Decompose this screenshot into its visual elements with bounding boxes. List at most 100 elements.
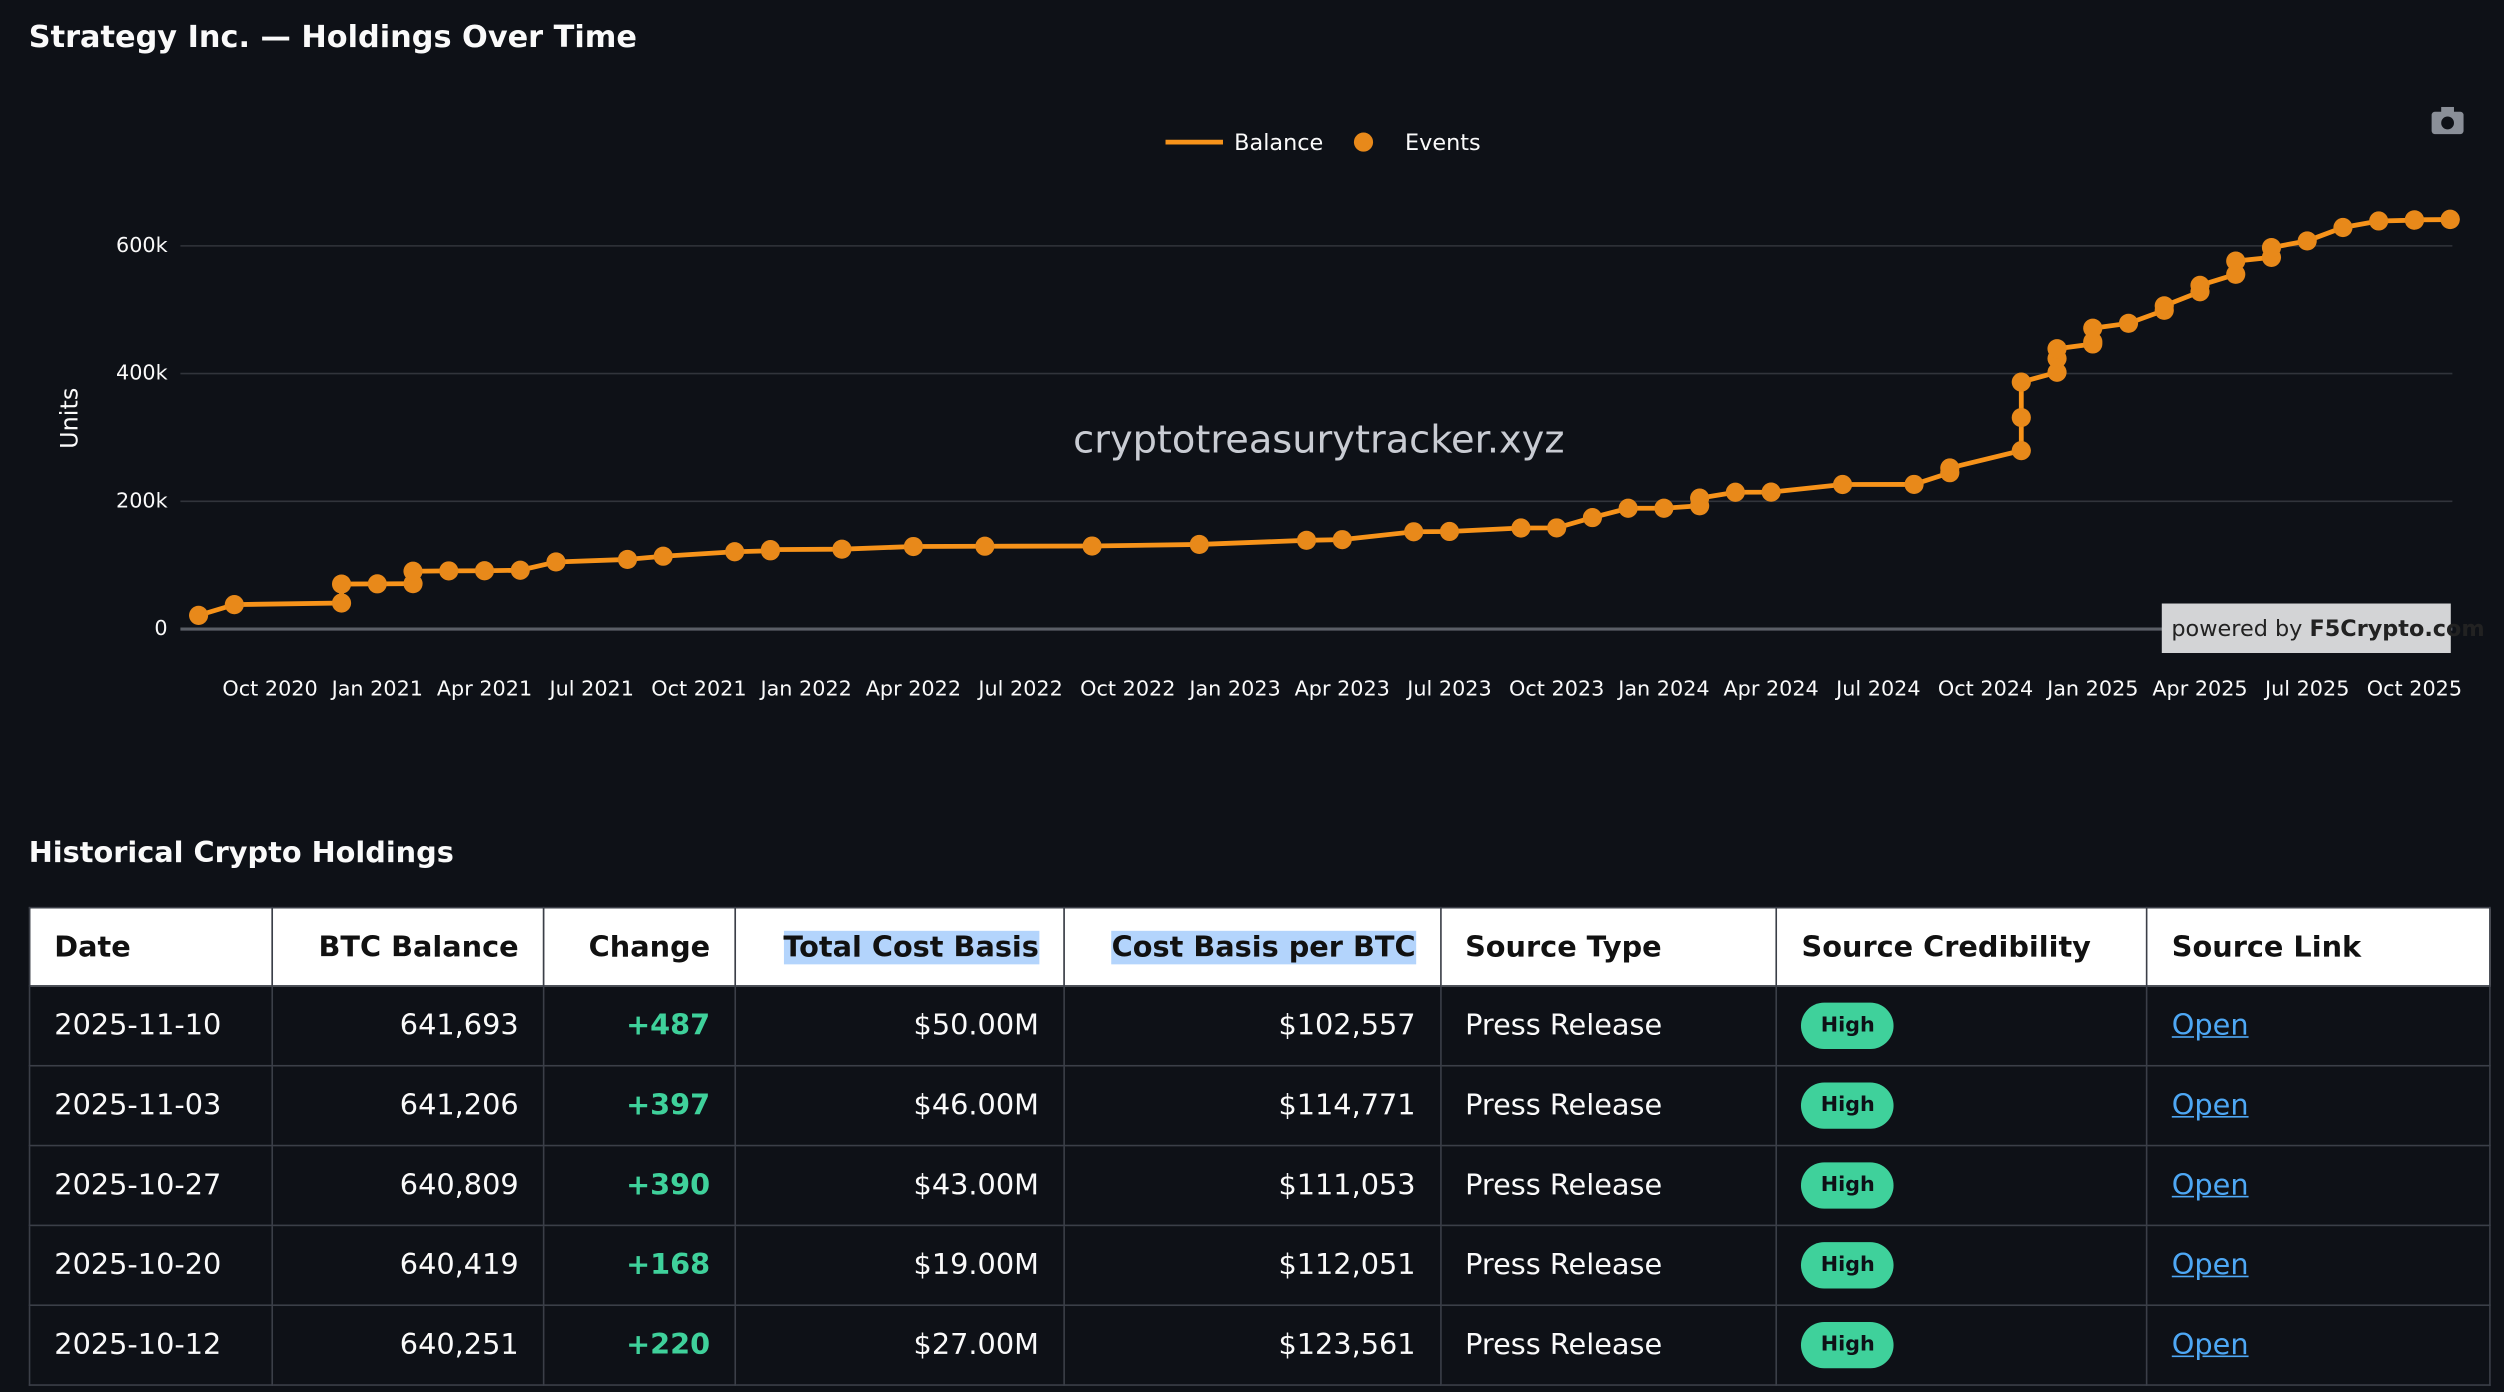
event-marker [2261, 238, 2282, 258]
cell: Press Release [1439, 1064, 1778, 1147]
table-row: 2025-11-10 641,693 +487 $50.00M $102,557 Pres… [28, 985, 2491, 1067]
credibility-badge: High [1801, 1321, 1894, 1369]
cell: 2025-11-10 [28, 985, 273, 1067]
x-tick-label: Jul 2025 [2263, 677, 2349, 701]
cell: High [1775, 985, 2148, 1067]
cell: $43.00M [734, 1144, 1065, 1227]
y-tick-label: 400k [116, 361, 168, 385]
column-header-text: Date [54, 930, 131, 964]
event-marker [1582, 508, 1603, 528]
credibility-badge: High [1801, 1082, 1894, 1129]
event-marker [189, 605, 209, 625]
event-marker [546, 552, 566, 572]
holdings-table: Date BTC Balance Change Total Cost Basis Cos… [28, 906, 2491, 1386]
event-marker [1761, 482, 1781, 502]
credibility-badge: High [1801, 1002, 1894, 1049]
y-tick-label: 0 [154, 616, 167, 640]
cell: High [1775, 1224, 2148, 1307]
cell: +390 [542, 1144, 736, 1227]
cell: $112,051 [1062, 1224, 1442, 1307]
x-tick-label: Apr 2022 [866, 677, 961, 701]
column-header[interactable]: Cost Basis per BTC [1062, 906, 1442, 987]
event-marker [1725, 482, 1745, 502]
column-header[interactable]: Source Link [2146, 906, 2491, 987]
credibility-badge: High [1801, 1162, 1894, 1209]
cell: 2025-11-03 [28, 1064, 273, 1147]
source-link[interactable]: Open [2171, 1009, 2249, 1043]
cell: $19.00M [734, 1224, 1065, 1307]
table-title: Historical Crypto Holdings [28, 836, 454, 871]
cell: 2025-10-12 [28, 1304, 273, 1386]
x-tick-label: Apr 2025 [2152, 677, 2247, 701]
header-row: Date BTC Balance Change Total Cost Basis Cos… [28, 906, 2491, 987]
event-marker [2369, 211, 2389, 231]
event-marker [1404, 522, 1424, 542]
x-tick-label: Jan 2021 [330, 677, 423, 701]
x-tick-label: Jan 2023 [1187, 677, 1280, 701]
event-marker [2440, 209, 2460, 229]
source-link[interactable]: Open [2171, 1328, 2249, 1362]
x-tick-label: Oct 2024 [1938, 677, 2033, 701]
column-header[interactable]: Source Type [1439, 906, 1778, 987]
event-marker [1618, 498, 1638, 518]
cell: $50.00M [734, 985, 1065, 1067]
watermark: cryptotreasurytracker.xyz [1073, 418, 1564, 463]
cell: Open [2146, 1064, 2491, 1147]
event-marker [2047, 339, 2067, 359]
event-marker [1940, 458, 1960, 478]
event-marker [1511, 518, 1531, 538]
event-marker [2226, 251, 2246, 271]
cell: High [1775, 1144, 2148, 1227]
source-link[interactable]: Open [2171, 1088, 2249, 1123]
column-header[interactable]: Date [28, 906, 273, 987]
event-marker [331, 574, 352, 594]
legend-label: Events [1405, 130, 1481, 156]
event-marker [1904, 474, 1924, 494]
badge-prefix: powered by [2171, 616, 2302, 642]
event-marker [1332, 530, 1352, 550]
column-header-text: Total Cost Basis [783, 930, 1039, 964]
event-marker [510, 560, 530, 580]
x-tick-label: Jul 2021 [547, 677, 633, 701]
event-marker [2011, 372, 2031, 392]
source-link[interactable]: Open [2171, 1248, 2249, 1283]
column-header[interactable]: Source Credibility [1775, 906, 2148, 987]
legend-marker [1353, 132, 1374, 152]
cell: +487 [542, 985, 736, 1067]
source-link[interactable]: Open [2171, 1168, 2249, 1203]
event-marker [2011, 441, 2031, 461]
event-marker [2404, 210, 2425, 230]
legend-label: Balance [1234, 130, 1323, 156]
table-row: 2025-10-27 640,809 +390 $43.00M $111,053 Pres… [28, 1144, 2491, 1227]
cell: $27.00M [734, 1304, 1065, 1386]
cell: +397 [542, 1064, 736, 1147]
x-tick-label: Apr 2024 [1723, 677, 1818, 701]
cell: Open [2146, 985, 2491, 1067]
column-header[interactable]: BTC Balance [271, 906, 545, 987]
x-tick-label: Jul 2023 [1405, 677, 1491, 701]
x-tick-label: Jan 2025 [2045, 677, 2138, 701]
column-header[interactable]: Change [542, 906, 736, 987]
cell: $123,561 [1062, 1304, 1442, 1386]
event-marker [2154, 296, 2174, 316]
cell: 2025-10-27 [28, 1144, 273, 1227]
column-header[interactable]: Total Cost Basis [734, 906, 1065, 987]
x-tick-label: Oct 2021 [651, 677, 746, 701]
column-header-text: Cost Basis per BTC [1111, 930, 1416, 964]
event-marker [2083, 318, 2103, 338]
cell: 2025-10-20 [28, 1224, 273, 1307]
event-marker [224, 595, 244, 615]
badge: powered by F5Crypto.com [2171, 616, 2484, 642]
camera-icon[interactable] [2431, 106, 2464, 135]
event-marker [2297, 231, 2317, 251]
event-marker [832, 539, 852, 559]
badge-bg [2161, 603, 2451, 654]
cell: +220 [542, 1304, 736, 1386]
cell: $111,053 [1062, 1144, 1442, 1227]
cell: High [1775, 1064, 2148, 1147]
event-marker [2011, 407, 2031, 428]
y-tick-label: 200k [116, 488, 168, 512]
event-marker [403, 561, 423, 581]
